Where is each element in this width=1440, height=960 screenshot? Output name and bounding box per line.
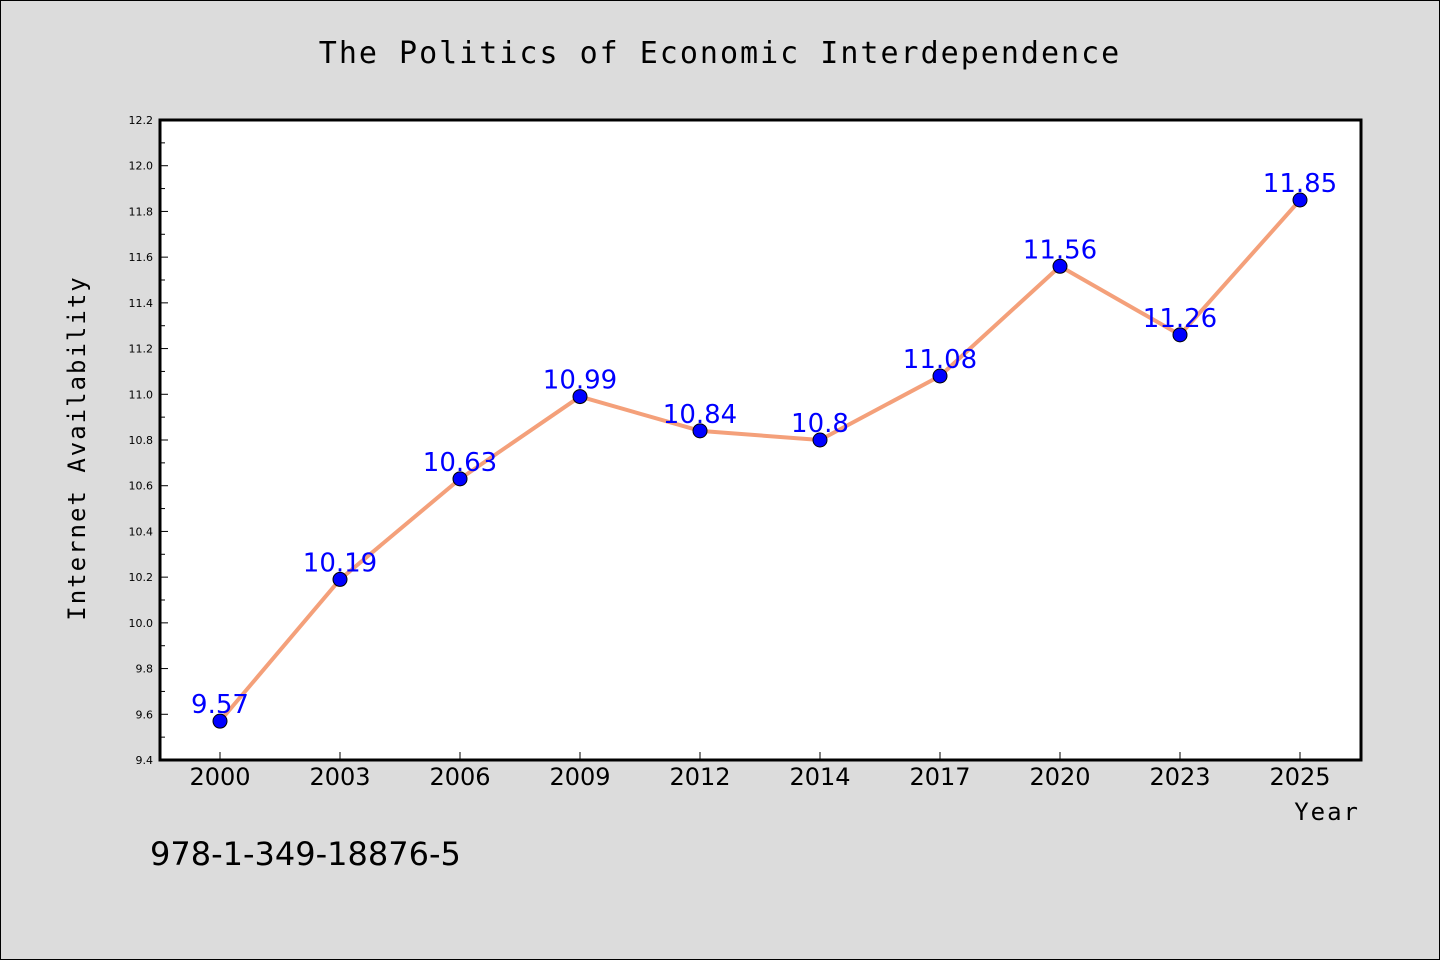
y-tick-label: 11.4 (129, 297, 154, 310)
y-tick-label: 10.2 (129, 571, 154, 584)
data-point (1292, 192, 1308, 208)
y-tick-label: 12.2 (129, 114, 154, 127)
y-tick-label: 10.4 (129, 525, 154, 538)
y-axis-label: Internet Availability (63, 275, 91, 620)
y-tick-label: 9.6 (136, 708, 154, 721)
data-point (452, 471, 468, 487)
data-label: 11.85 (1263, 169, 1337, 199)
y-tick-label: 11.2 (129, 343, 154, 356)
data-point (812, 432, 828, 448)
series-layer (212, 192, 1308, 729)
x-tick-label: 2003 (309, 763, 370, 791)
series-line (218, 198, 1302, 723)
y-tick-label: 12.0 (129, 160, 154, 173)
x-tick-label: 2017 (909, 763, 970, 791)
data-point (212, 713, 228, 729)
data-label: 10.8 (791, 409, 849, 439)
x-tick-label: 2000 (189, 763, 250, 791)
y-tick-label: 9.8 (136, 663, 154, 676)
data-label: 9.57 (191, 690, 249, 720)
plot-area (160, 120, 1361, 760)
data-label: 11.56 (1023, 235, 1097, 265)
x-tick-label: 2014 (789, 763, 850, 791)
x-tick-label: 2012 (669, 763, 730, 791)
y-tick-label: 11.0 (129, 388, 154, 401)
data-label: 11.08 (903, 345, 977, 375)
data-label: 10.99 (543, 366, 617, 396)
y-tick-label: 10.0 (129, 617, 154, 630)
data-label: 10.63 (423, 448, 497, 478)
data-point (1172, 327, 1188, 343)
y-tick-label: 11.8 (129, 205, 154, 218)
isbn-text: 978-1-349-18876-5 (150, 835, 461, 873)
x-tick-label: 2009 (549, 763, 610, 791)
plot-border (158, 118, 1363, 762)
data-point (692, 423, 708, 439)
data-point (1052, 258, 1068, 274)
data-point (572, 389, 588, 405)
x-tick-label: 2006 (429, 763, 490, 791)
x-axis: 2000 2003 2006 2009 2012 2014 2017 2020 2023 2025 (189, 752, 1331, 791)
data-label: 10.19 (303, 548, 377, 578)
data-label: 10.84 (663, 400, 737, 430)
data-label: 11.26 (1143, 304, 1217, 334)
x-tick-label: 2023 (1149, 763, 1210, 791)
x-tick-label: 2025 (1269, 763, 1330, 791)
y-tick-label: 10.8 (129, 434, 154, 447)
x-tick-label: 2020 (1029, 763, 1090, 791)
data-labels: 9.57 10.19 10.63 10.99 10.84 10.8 11.08 11.56 11… (191, 169, 1337, 720)
y-tick-label: 9.4 (136, 754, 154, 767)
y-tick-label: 11.6 (129, 251, 154, 264)
chart-title: The Politics of Economic Interdependence (319, 36, 1121, 71)
data-point (932, 368, 948, 384)
y-tick-label: 10.6 (129, 480, 154, 493)
x-axis-label: Year (1294, 798, 1360, 826)
data-point (332, 571, 348, 587)
